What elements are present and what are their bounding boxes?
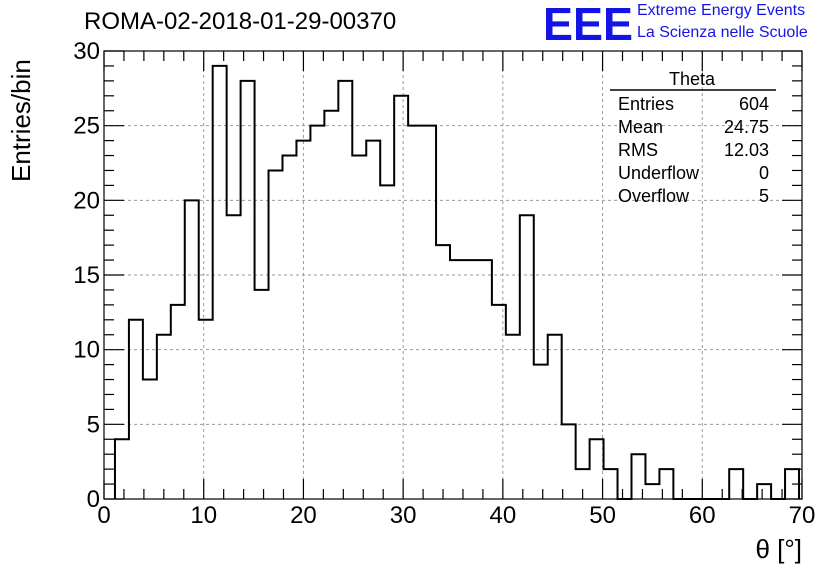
x-tick-label: 0 xyxy=(97,502,110,529)
stats-label: Underflow xyxy=(618,163,700,183)
stats-label: Mean xyxy=(618,117,663,137)
eee-logo: EEE xyxy=(543,0,633,48)
stats-value: 5 xyxy=(759,186,769,206)
x-tick-label: 70 xyxy=(789,502,816,529)
stats-value: 0 xyxy=(759,163,769,183)
stats-label: Entries xyxy=(618,94,674,114)
y-tick-label: 10 xyxy=(73,337,100,364)
stats-box: Theta Entries 604 Mean 24.75 RMS 12.03 Underfl… xyxy=(610,69,776,206)
x-tick-label: 10 xyxy=(190,502,217,529)
plot-title: ROMA-02-2018-01-29-00370 xyxy=(84,8,397,35)
stats-title: Theta xyxy=(669,69,716,89)
x-tick-label: 20 xyxy=(290,502,317,529)
axis-ticks xyxy=(103,50,803,500)
stats-label: RMS xyxy=(618,140,658,160)
y-tick-label: 25 xyxy=(73,113,100,140)
logo-line2: La Scienza nelle Scuole xyxy=(637,24,808,41)
x-tick-label: 60 xyxy=(689,502,716,529)
stats-value: 604 xyxy=(739,94,769,114)
stats-value: 24.75 xyxy=(724,117,769,137)
stats-value: 12.03 xyxy=(724,140,769,160)
y-tick-label: 0 xyxy=(87,486,100,513)
eee-logo-text: EEE xyxy=(543,0,633,48)
y-tick-label: 30 xyxy=(73,38,100,65)
y-tick-label: 20 xyxy=(73,187,100,214)
y-tick-label: 5 xyxy=(87,411,100,438)
logo-line1: Extreme Energy Events xyxy=(637,2,806,19)
y-tick-label: 15 xyxy=(73,262,100,289)
stats-label: Overflow xyxy=(618,186,690,206)
grid-lines xyxy=(104,51,802,499)
x-tick-label: 30 xyxy=(390,502,417,529)
x-tick-label: 40 xyxy=(490,502,517,529)
y-axis-label: Entries/bin xyxy=(6,59,36,182)
x-tick-label: 50 xyxy=(589,502,616,529)
histogram-line xyxy=(113,64,801,500)
x-axis-label: θ [°] xyxy=(755,534,802,564)
